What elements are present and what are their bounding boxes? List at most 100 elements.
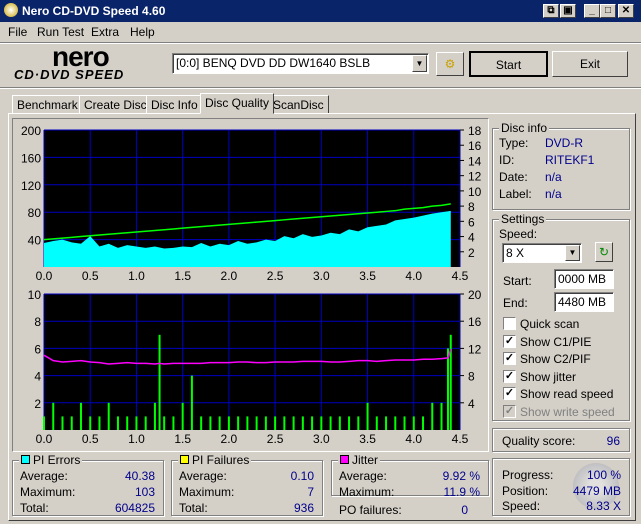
stat-label: Average: [179,469,227,483]
disc-info-label: Type: [499,136,529,150]
exit-button[interactable]: Exit [552,51,628,77]
pi-failures-bar [446,348,449,430]
close-button[interactable]: ✕ [618,4,634,18]
stat-value: 40.38 [124,469,155,483]
disc-info-title: Disc info [499,121,550,135]
pi-failures-bar [200,416,203,430]
pi-failures-bar [246,416,249,430]
menu-help[interactable]: Help [130,25,155,39]
pi-failures-bar [274,416,277,430]
drive-refresh-icon[interactable]: ⚙ [436,52,464,76]
checkbox[interactable]: ✓ [503,387,516,400]
copy-icon[interactable]: ⧉ [543,4,559,18]
pi-failures-bar [61,416,64,430]
tab-disc-info[interactable]: Disc Info [146,95,203,114]
x-tick-label: 2.0 [221,432,238,446]
menu-run-test[interactable]: Run Test [37,25,85,39]
stat-value: 103 [134,485,155,499]
pi-failures-bar [43,416,45,430]
checkbox[interactable] [503,317,516,330]
x-tick-label: 4.5 [452,432,469,446]
y2-tick-label: 18 [468,124,482,138]
tab-disc-quality[interactable]: Disc Quality [200,93,275,114]
pi-failures-bar [440,402,443,430]
y-tick-label: 8 [34,315,41,329]
start-label: Start: [503,274,532,288]
progress-value: 4479 MB [572,483,621,498]
x-tick-label: 3.5 [359,269,376,283]
disc-info-label: Date: [499,170,528,184]
x-tick-label: 0.5 [82,269,99,283]
y2-tick-label: 6 [468,215,475,229]
x-tick-label: 1.5 [174,432,191,446]
y-tick-label: 4 [34,370,41,384]
tab-create-disc[interactable]: Create Disc [79,95,152,114]
pi-failures-bar [348,416,351,430]
checkbox-label: Show write speed [520,404,615,419]
x-tick-label: 3.5 [359,432,376,446]
stat-value: 7 [307,485,314,499]
pi-failures-bar [283,416,286,430]
start-button[interactable]: Start [469,51,548,77]
pi-failures-bar [357,416,360,430]
x-tick-label: 4.5 [452,269,469,283]
end-input[interactable]: 4480 MB [554,292,614,312]
legend-swatch-icon [180,455,189,464]
end-label: End: [503,296,528,310]
y-tick-label: 200 [21,124,41,138]
chart-area [12,118,489,452]
divider [0,87,641,89]
x-tick-label: 0.5 [82,432,99,446]
disc-icon [573,463,619,509]
minimize-button[interactable]: _ [584,4,600,18]
progress-label: Position: [502,483,549,498]
chevron-down-icon[interactable]: ▼ [565,245,580,261]
stat-label: Average: [339,469,387,483]
y-tick-label: 80 [28,206,42,220]
speed-select[interactable]: 8 X ▼ [502,243,582,263]
pi-failures-group: PI Failures Average: 0.10 Maximum: 7 Total: 93… [171,453,323,516]
progress-group: Progress: 100 % Position: 4479 MB Speed: 8.33… [492,458,630,516]
refresh-icon[interactable]: ↻ [595,242,613,262]
pi-failures-bar [218,416,221,430]
pi-failures-bar [412,416,415,430]
stat-value: 604825 [114,501,155,515]
maximize-button[interactable]: □ [600,4,616,18]
y2-tick-label: 4 [468,231,475,245]
x-tick-label: 2.0 [221,269,238,283]
pi-errors-title: PI Errors [19,453,83,467]
checkbox[interactable]: ✓ [503,369,516,383]
y2-tick-label: 8 [468,370,475,384]
x-tick-label: 1.0 [128,269,145,283]
checkbox: ✓ [503,404,516,418]
checkbox-label: Show C1/PIE [520,334,592,349]
pi-failures-bar [422,416,425,430]
title-bar: Nero CD-DVD Speed 4.60 ⧉ ▣ _ □ ✕ [0,0,641,22]
checkbox[interactable]: ✓ [503,352,516,365]
x-tick-label: 0.0 [36,432,53,446]
menu-file[interactable]: File [8,25,28,39]
pi-failures-bar [144,416,147,430]
progress-label: Speed: [502,499,541,513]
pi-failures-bar [70,416,73,430]
y2-tick-label: 12 [468,170,482,184]
y2-tick-label: 2 [468,246,475,260]
pi-failures-bar [237,416,240,430]
nero-logo: nero CD·DVD SPEED [14,41,125,82]
checkbox-label: Show read speed [520,387,614,401]
read-speed-line [43,203,451,241]
pi-failures-bar [190,375,193,430]
drive-select[interactable]: [0:0] BENQ DVD DD DW1640 BSLB ▼ [172,53,429,74]
menu-extra[interactable]: Extra [91,25,120,39]
checkbox[interactable]: ✓ [503,334,516,348]
settings-group: Settings Speed: 8 X ▼ ↻ Start: 0000 MB E… [492,212,630,421]
pi-failures-bar [449,334,452,430]
pi-failures-bar [311,416,314,430]
start-input[interactable]: 0000 MB [554,269,614,289]
speed-label: Speed: [499,227,538,241]
pi-failures-bar [227,416,230,430]
save-icon[interactable]: ▣ [560,4,576,18]
chevron-down-icon[interactable]: ▼ [412,55,427,72]
disc-info-value: RITEKF1 [545,153,595,167]
tab-panel [8,113,636,521]
